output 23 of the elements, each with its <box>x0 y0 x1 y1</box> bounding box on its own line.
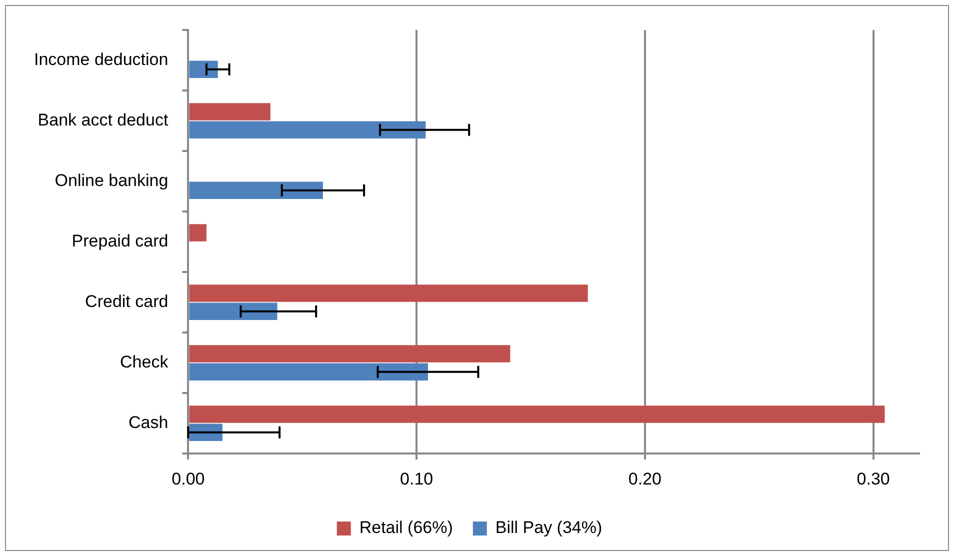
bar <box>189 302 278 320</box>
x-tick-label: 0.30 <box>856 469 890 488</box>
y-tick-label: Prepaid card <box>72 231 168 250</box>
y-tick-label: Check <box>120 352 169 372</box>
y-tick-label: Cash <box>128 413 168 432</box>
x-tick-label: 0.00 <box>172 469 205 488</box>
bar <box>189 103 270 120</box>
bar <box>189 406 885 423</box>
bar <box>189 284 588 302</box>
legend-label: Retail (66%) <box>359 518 453 538</box>
bar <box>189 121 426 138</box>
y-tick-label: Credit card <box>85 292 168 311</box>
x-tick-label: 0.10 <box>400 469 434 488</box>
y-tick-label: Online banking <box>54 170 168 190</box>
y-tick-label: Bank acct deduct <box>38 110 168 130</box>
x-tick-label: 0.20 <box>628 469 662 488</box>
bar <box>189 363 428 381</box>
bar <box>189 224 206 242</box>
y-tick-label: Income deduction <box>34 50 168 69</box>
bar <box>189 345 510 362</box>
bar <box>189 60 218 78</box>
legend-label: Bill Pay (34%) <box>495 518 602 538</box>
bar <box>189 182 323 199</box>
